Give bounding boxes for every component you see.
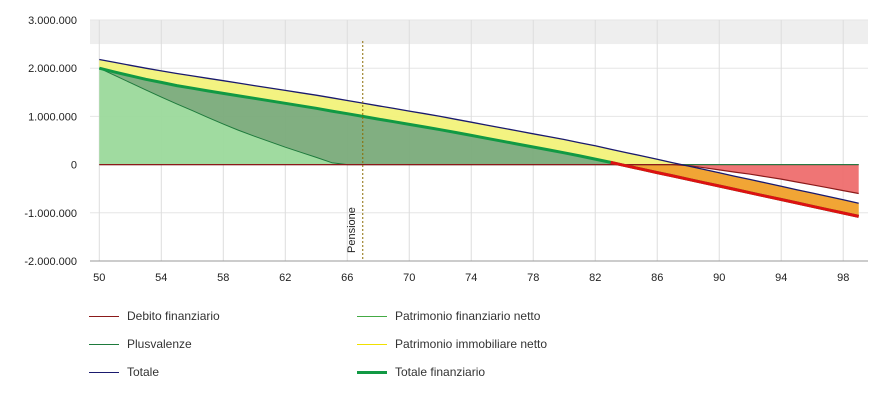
annotation: Pensione xyxy=(346,41,364,261)
x-tick-label: 70 xyxy=(403,272,415,284)
series-line-debito-finanziario xyxy=(99,164,859,195)
y-tick-label: 1.000.000 xyxy=(28,111,77,123)
legend-label: Totale xyxy=(127,365,160,379)
y-tick-label: -2.000.000 xyxy=(24,256,77,268)
patrimonio-immobiliare-area xyxy=(99,59,859,217)
x-axis-ticks: 50 54 58 62 66 70 74 78 82 86 90 94 98 xyxy=(93,272,849,284)
legend-swatch xyxy=(89,343,119,345)
x-tick-label: 54 xyxy=(155,272,167,284)
x-tick-label: 50 xyxy=(93,272,105,284)
plot-background xyxy=(90,20,868,45)
x-tick-label: 74 xyxy=(465,272,477,284)
y-tick-label: 3.000.000 xyxy=(28,15,77,27)
legend-item-debito-finanziario[interactable]: Debito finanziario xyxy=(89,308,220,324)
y-tick-label: 2.000.000 xyxy=(28,63,77,75)
legend-swatch xyxy=(357,315,387,317)
legend-item-patrimonio-immobiliare-netto[interactable]: Patrimonio immobiliare netto xyxy=(357,336,547,352)
series-lines xyxy=(98,58,860,218)
x-tick-label: 62 xyxy=(279,272,291,284)
legend-label: Debito finanziario xyxy=(127,309,220,323)
x-tick-label: 78 xyxy=(527,272,539,284)
x-tick-label: 58 xyxy=(217,272,229,284)
legend-label: Totale finanziario xyxy=(395,365,486,379)
pensione-label: Pensione xyxy=(346,207,358,253)
plusvalenze-area xyxy=(99,68,859,165)
legend-swatch xyxy=(357,370,387,374)
y-axis-ticks: 3.000.000 2.000.000 1.000.000 0 -1.000.000 -2… xyxy=(24,15,77,268)
x-tick-label: 66 xyxy=(341,272,353,284)
legend-swatch xyxy=(357,343,387,345)
x-tick-label: 86 xyxy=(651,272,663,284)
x-tick-label: 94 xyxy=(775,272,787,284)
top-band xyxy=(90,20,868,45)
legend-label: Patrimonio immobiliare netto xyxy=(395,337,548,351)
series-line-totale-finanziario-negative xyxy=(610,160,860,218)
patrimonio-finanziario-area xyxy=(99,68,859,165)
legend-swatch xyxy=(89,315,119,317)
x-tick-label: 98 xyxy=(837,272,849,284)
y-tick-label: 0 xyxy=(71,160,77,172)
legend-item-patrimonio-finanziario-netto[interactable]: Patrimonio finanziario netto xyxy=(357,308,540,324)
legend-label: Plusvalenze xyxy=(127,337,192,351)
legend-swatch xyxy=(89,371,119,373)
legend-item-plusvalenze[interactable]: Plusvalenze xyxy=(89,336,192,352)
legend-label: Patrimonio finanziario netto xyxy=(395,309,541,323)
legend-item-totale-finanziario[interactable]: Totale finanziario xyxy=(357,364,485,380)
y-tick-label: -1.000.000 xyxy=(24,208,77,220)
x-tick-label: 90 xyxy=(713,272,725,284)
x-tick-label: 82 xyxy=(589,272,601,284)
legend-item-totale[interactable]: Totale xyxy=(89,364,159,380)
series-line-totale xyxy=(99,58,859,204)
debito-area xyxy=(99,164,859,194)
